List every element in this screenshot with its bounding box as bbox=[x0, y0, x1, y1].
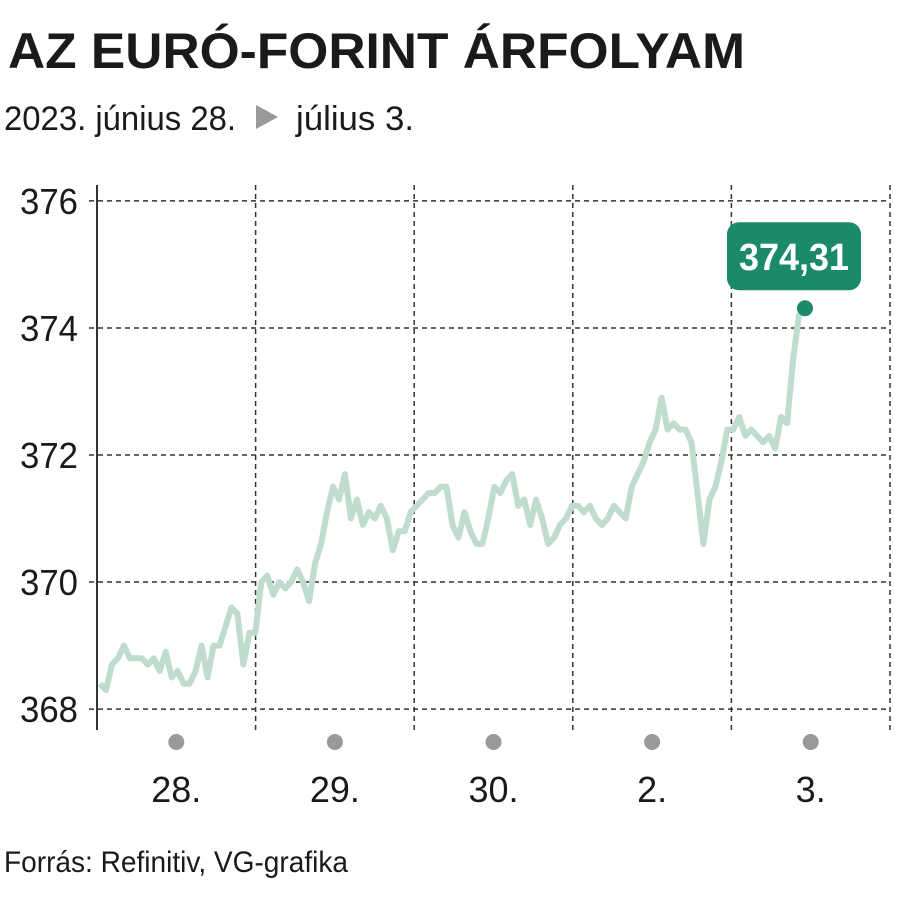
y-tick-label: 374 bbox=[20, 308, 78, 349]
y-tick-label: 370 bbox=[20, 562, 78, 603]
subtitle-start: 2023. június 28. bbox=[4, 100, 236, 138]
x-tick-label: 28. bbox=[151, 769, 201, 810]
chart-title: AZ EURÓ-FORINT ÁRFOLYAM bbox=[8, 23, 745, 79]
x-tick-label: 2. bbox=[637, 769, 667, 810]
day-dot bbox=[644, 734, 661, 750]
y-tick-label: 372 bbox=[20, 435, 78, 476]
day-dot bbox=[485, 734, 502, 750]
day-dot bbox=[168, 734, 185, 750]
y-tick-label: 368 bbox=[20, 689, 78, 730]
annotation-box bbox=[727, 222, 861, 291]
x-tick-label: 30. bbox=[468, 769, 518, 810]
y-tick-label: 376 bbox=[20, 181, 78, 222]
day-dot bbox=[802, 734, 819, 750]
arrow bbox=[256, 105, 278, 129]
last-point bbox=[797, 300, 813, 317]
price-line bbox=[97, 306, 808, 694]
x-tick-label: 3. bbox=[796, 769, 826, 810]
annotation-label: 374,31 bbox=[739, 237, 849, 279]
subtitle-end: július 3. bbox=[295, 100, 414, 138]
source: Forrás: Refinitiv, VG-grafika bbox=[4, 846, 348, 879]
day-dot bbox=[326, 734, 343, 750]
x-tick-label: 29. bbox=[310, 769, 360, 810]
